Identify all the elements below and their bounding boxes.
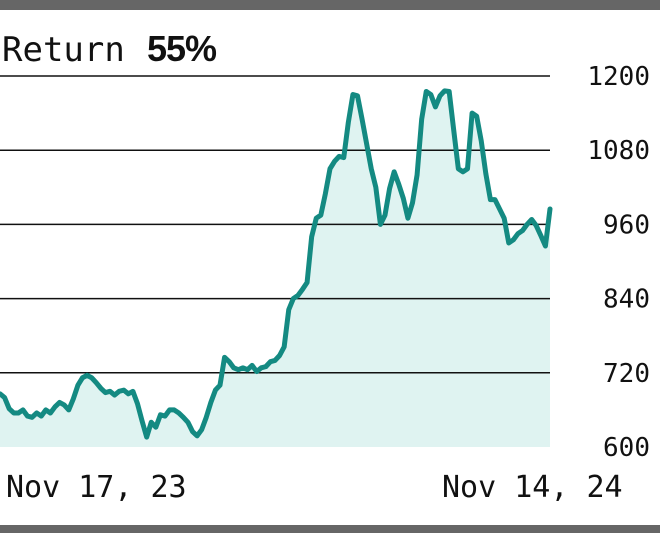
return-label: Return	[2, 30, 125, 70]
top-border	[0, 0, 660, 10]
y-tick-label-600: 600	[603, 433, 650, 463]
x-end-date-label: Nov 14, 24	[442, 470, 623, 505]
y-tick-label-1200: 1200	[587, 62, 650, 92]
series-area-fill	[0, 90, 550, 447]
y-tick-label-840: 840	[603, 285, 650, 315]
y-tick-label-960: 960	[603, 210, 650, 240]
series-line	[0, 88, 553, 440]
y-tick-label-720: 720	[603, 359, 650, 389]
x-start-date-label: Nov 17, 23	[6, 470, 187, 505]
bottom-border	[0, 525, 660, 533]
y-tick-label-1080: 1080	[587, 136, 650, 166]
return-value: 55%	[147, 28, 217, 69]
